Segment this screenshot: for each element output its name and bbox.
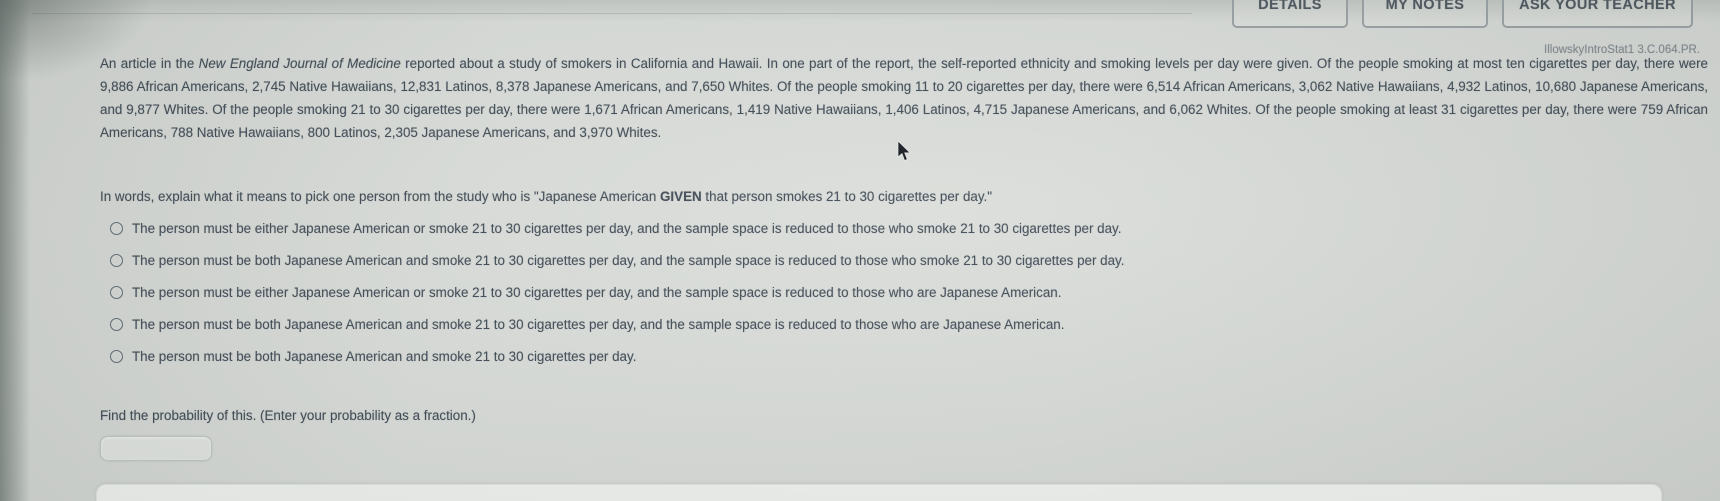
option-row-either-or-japanese[interactable]: The person must be either Japanese Ameri… <box>110 276 1700 308</box>
question-prompt-pre: In words, explain what it means to pick … <box>100 189 661 204</box>
find-probability-instruction: Find the probability of this. (Enter you… <box>100 408 476 423</box>
radio-icon[interactable] <box>110 317 123 331</box>
option-row-both-and-japanese[interactable]: The person must be both Japanese America… <box>110 308 1700 340</box>
toolbar: DETAILS MY NOTES ASK YOUR TEACHER <box>1232 0 1693 28</box>
radio-icon[interactable] <box>110 285 123 299</box>
radio-icon[interactable] <box>110 221 123 235</box>
question-given-keyword: GIVEN <box>660 189 702 204</box>
mouse-cursor-icon <box>897 141 911 161</box>
radio-icon[interactable] <box>110 253 123 267</box>
radio-icon[interactable] <box>110 349 123 363</box>
problem-statement-pre: An article in the <box>100 56 199 71</box>
option-row-both-and-smoke[interactable]: The person must be both Japanese America… <box>110 244 1700 276</box>
assignment-code: IllowskyIntroStat1 3.C.064.PR. <box>1544 44 1700 56</box>
option-label[interactable]: The person must be either Japanese Ameri… <box>132 284 1062 300</box>
question-prompt-post: that person smokes 21 to 30 cigarettes p… <box>701 189 993 204</box>
problem-statement: An article in the New England Journal of… <box>100 52 1708 144</box>
journal-name-italic: New England Journal of Medicine <box>198 56 401 71</box>
top-divider <box>32 13 1192 14</box>
option-label[interactable]: The person must be both Japanese America… <box>132 348 637 364</box>
answer-options: The person must be either Japanese Ameri… <box>110 212 1700 372</box>
problem-statement-body: reported about a study of smokers in Cal… <box>100 56 1708 140</box>
option-row-either-or-smoke[interactable]: The person must be either Japanese Ameri… <box>110 212 1700 244</box>
question-prompt: In words, explain what it means to pick … <box>100 189 992 204</box>
option-label[interactable]: The person must be either Japanese Ameri… <box>132 220 1122 236</box>
top-toolbar-remnant <box>0 0 1720 22</box>
additional-materials-panel-top <box>96 484 1662 501</box>
ask-your-teacher-button[interactable]: ASK YOUR TEACHER <box>1502 0 1693 28</box>
my-notes-button[interactable]: MY NOTES <box>1362 0 1488 28</box>
option-row-both-and-only[interactable]: The person must be both Japanese America… <box>110 340 1700 372</box>
option-label[interactable]: The person must be both Japanese America… <box>132 252 1125 268</box>
probability-answer-input[interactable] <box>100 436 212 461</box>
left-edge-shadow <box>0 0 30 501</box>
option-label[interactable]: The person must be both Japanese America… <box>132 316 1065 332</box>
details-button[interactable]: DETAILS <box>1232 0 1348 28</box>
